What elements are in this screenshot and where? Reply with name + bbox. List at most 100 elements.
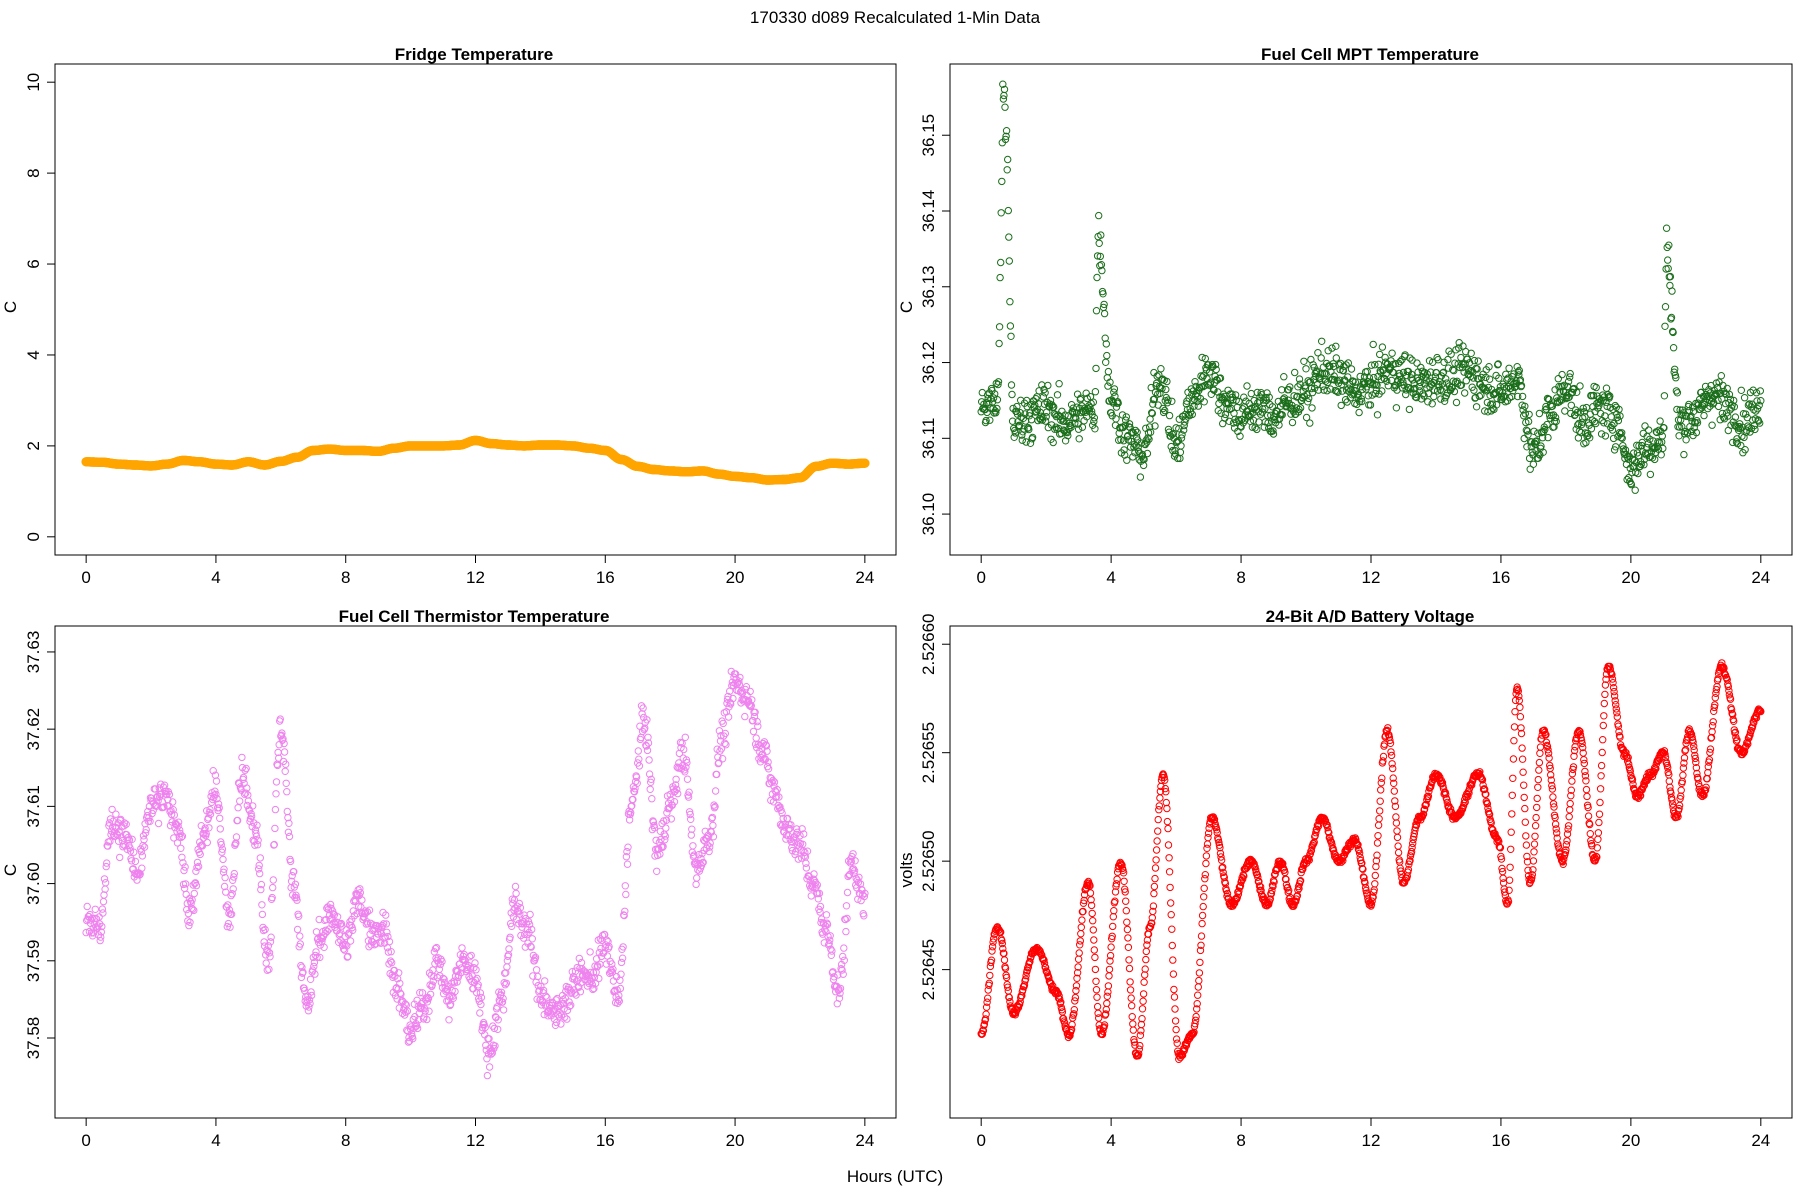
data-point [512,889,520,898]
data-point [1669,344,1678,352]
data-point [1129,1020,1137,1028]
data-point [1177,442,1185,450]
y-tick-label: 36.13 [919,265,938,308]
data-point [140,836,148,844]
data-point [236,797,244,805]
x-tick-label: 24 [855,1131,874,1150]
data-point [1576,382,1584,390]
plot-mpt: 0 4 8 12 16 20 2436.1036.1136.1236.1336.1436.1… [919,63,1793,587]
data-point [203,838,212,847]
data-point [1075,949,1083,957]
data-point [1554,375,1563,383]
data-point [1077,923,1086,931]
data-points-thermistor [82,667,869,1080]
data-point [1505,364,1513,372]
data-point [689,842,697,850]
data-point [1318,337,1326,345]
figure-suptitle: 170330 d089 Recalculated 1-Min Data [750,8,1041,27]
data-point [1656,417,1664,425]
data-point [1091,388,1100,396]
data-point [1288,418,1297,427]
data-point [711,787,720,795]
data-point [1202,859,1210,868]
data-point [1033,393,1041,401]
data-point [1074,955,1083,963]
data-point [645,756,653,764]
data-point [1558,370,1566,379]
y-tick-label: 36.11 [919,418,938,459]
data-point [754,722,762,730]
data-point [1089,926,1098,934]
data-point [1192,1012,1200,1021]
data-point [1151,874,1159,883]
data-point [99,909,107,917]
data-point [984,994,992,1002]
data-point [1518,392,1527,401]
data-point [1122,897,1130,905]
data-point [1137,1027,1145,1035]
data-point [1139,990,1148,998]
data-point [281,767,289,775]
data-point [1535,409,1544,418]
data-point [1125,964,1134,973]
data-point [1317,354,1325,362]
y-axis-label-mpt: C [897,301,916,313]
data-point [262,959,270,967]
x-tick-label: 20 [1621,1131,1640,1150]
data-point [1634,469,1642,478]
data-point [282,779,290,787]
data-point [1169,956,1177,964]
data-point [1123,918,1131,926]
data-point [1167,899,1175,907]
data-points-battery [977,659,1765,1064]
data-point [1162,798,1171,807]
data-point [1224,386,1232,394]
data-point [296,932,304,940]
data-point [617,958,626,967]
data-point [635,755,643,763]
data-point [1150,889,1158,898]
data-point [258,901,266,909]
data-point [619,943,627,951]
x-tick-label: 8 [1236,1131,1245,1150]
data-point [1077,930,1085,938]
data-point [1165,868,1174,876]
data-point [271,824,279,833]
data-point [1068,1020,1076,1029]
data-point [828,947,836,955]
data-point [802,864,811,872]
x-tick-label: 24 [1751,1131,1770,1150]
data-point [476,989,485,997]
data-point [634,747,642,755]
data-point [1164,824,1172,833]
data-point [1093,993,1101,1001]
data-point [346,937,355,945]
data-point [1169,970,1178,978]
data-point [995,339,1003,348]
data-point [1645,426,1653,434]
data-point [1095,211,1103,220]
data-point [283,807,291,816]
data-point [1092,986,1101,994]
data-point [692,880,700,889]
data-point [1105,972,1113,980]
data-point [212,777,221,785]
y-tick-label: 36.15 [919,114,938,157]
y-tick-label: 2.52655 [919,722,938,783]
data-point [1072,982,1081,990]
data-point [1095,239,1103,248]
data-point [623,860,632,868]
data-point [1198,911,1207,920]
data-point [1682,436,1690,444]
data-point [1520,434,1528,443]
data-point [1091,953,1099,962]
x-tick-label: 0 [976,1131,985,1150]
data-point [1717,372,1726,380]
data-point [1631,486,1639,494]
data-point [272,778,281,786]
data-point [1027,416,1036,424]
data-point [1092,307,1101,315]
data-point [1152,846,1161,854]
data-point [1172,1025,1180,1034]
data-point [267,933,275,941]
